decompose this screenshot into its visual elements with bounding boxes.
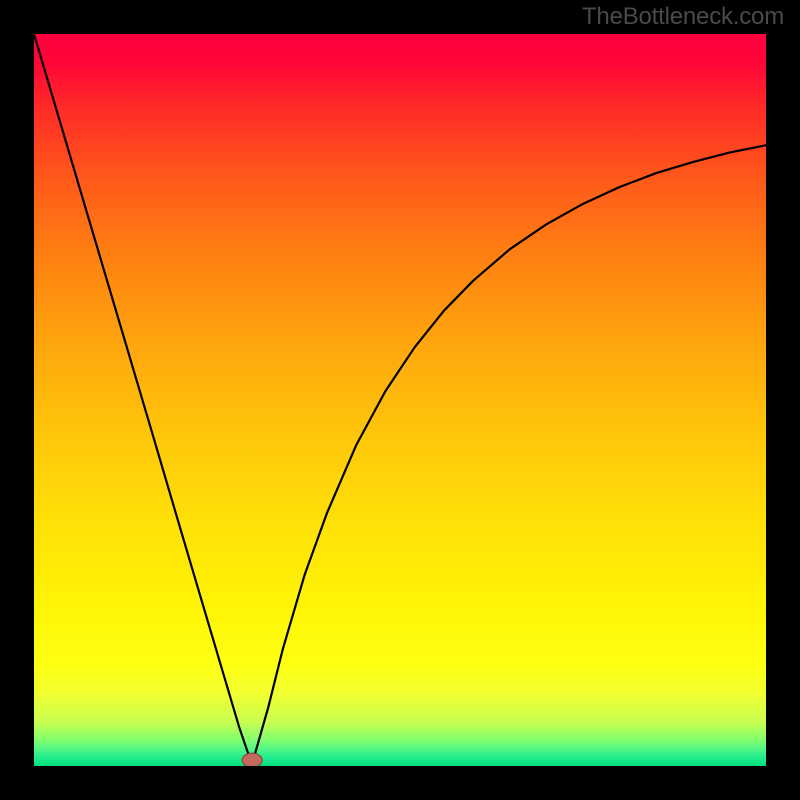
chart-svg bbox=[34, 34, 766, 766]
chart-outer-frame: TheBottleneck.com bbox=[0, 0, 800, 800]
minimum-marker bbox=[242, 753, 262, 766]
watermark-label: TheBottleneck.com bbox=[582, 3, 784, 31]
chart-background bbox=[34, 34, 766, 766]
chart-plot-area bbox=[34, 34, 766, 766]
